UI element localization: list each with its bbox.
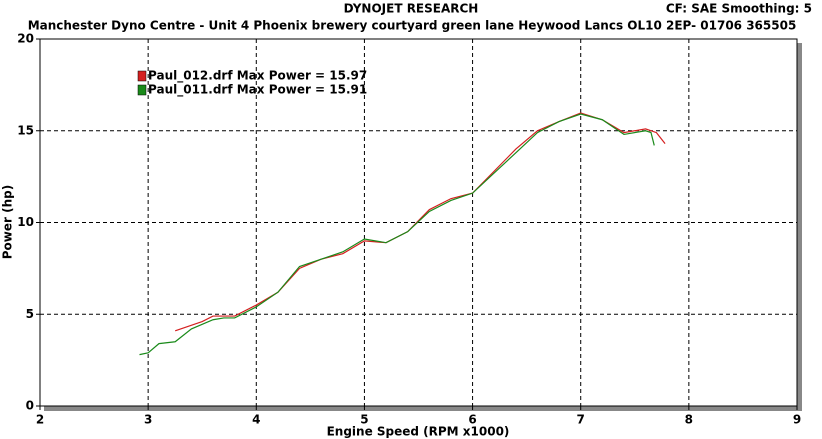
x-tick-label: 9 xyxy=(793,413,801,427)
y-tick-label: 20 xyxy=(17,32,34,46)
chart-subtitle: Manchester Dyno Centre - Unit 4 Phoenix … xyxy=(28,19,797,33)
header-right: CF: SAE Smoothing: 5 xyxy=(666,2,812,16)
x-tick-label: 6 xyxy=(468,413,476,427)
x-tick-label: 3 xyxy=(144,413,152,427)
series-line xyxy=(139,113,655,356)
chart-title: DYNOJET RESEARCH xyxy=(344,2,479,16)
x-tick-label: 2 xyxy=(36,413,44,427)
y-tick-label: 10 xyxy=(17,215,34,229)
y-tick-label: 5 xyxy=(26,307,34,321)
y-tick-label: 0 xyxy=(26,399,34,413)
x-tick-label: 7 xyxy=(577,413,585,427)
x-tick-label: 8 xyxy=(685,413,693,427)
legend-swatch xyxy=(137,84,147,96)
legend-entry: Paul_012.drf Max Power = 15.97 xyxy=(148,69,367,84)
legend-swatch xyxy=(137,70,147,82)
x-tick-label: 5 xyxy=(360,413,368,427)
y-axis-label: Power (hp) xyxy=(1,185,15,259)
legend-entry: Paul_011.drf Max Power = 15.91 xyxy=(148,83,367,98)
x-tick-label: 4 xyxy=(252,413,260,427)
x-axis-label: Engine Speed (RPM x1000) xyxy=(327,425,510,439)
y-tick-label: 15 xyxy=(17,123,34,137)
